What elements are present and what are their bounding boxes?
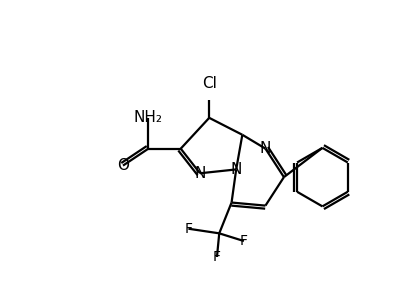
Text: Cl: Cl — [202, 76, 217, 91]
Text: F: F — [213, 250, 221, 264]
Text: N: N — [231, 162, 242, 177]
Text: N: N — [194, 166, 206, 181]
Text: F: F — [185, 222, 193, 236]
Text: NH₂: NH₂ — [134, 110, 163, 125]
Text: N: N — [260, 141, 271, 156]
Text: F: F — [240, 234, 248, 248]
Text: O: O — [117, 158, 129, 173]
